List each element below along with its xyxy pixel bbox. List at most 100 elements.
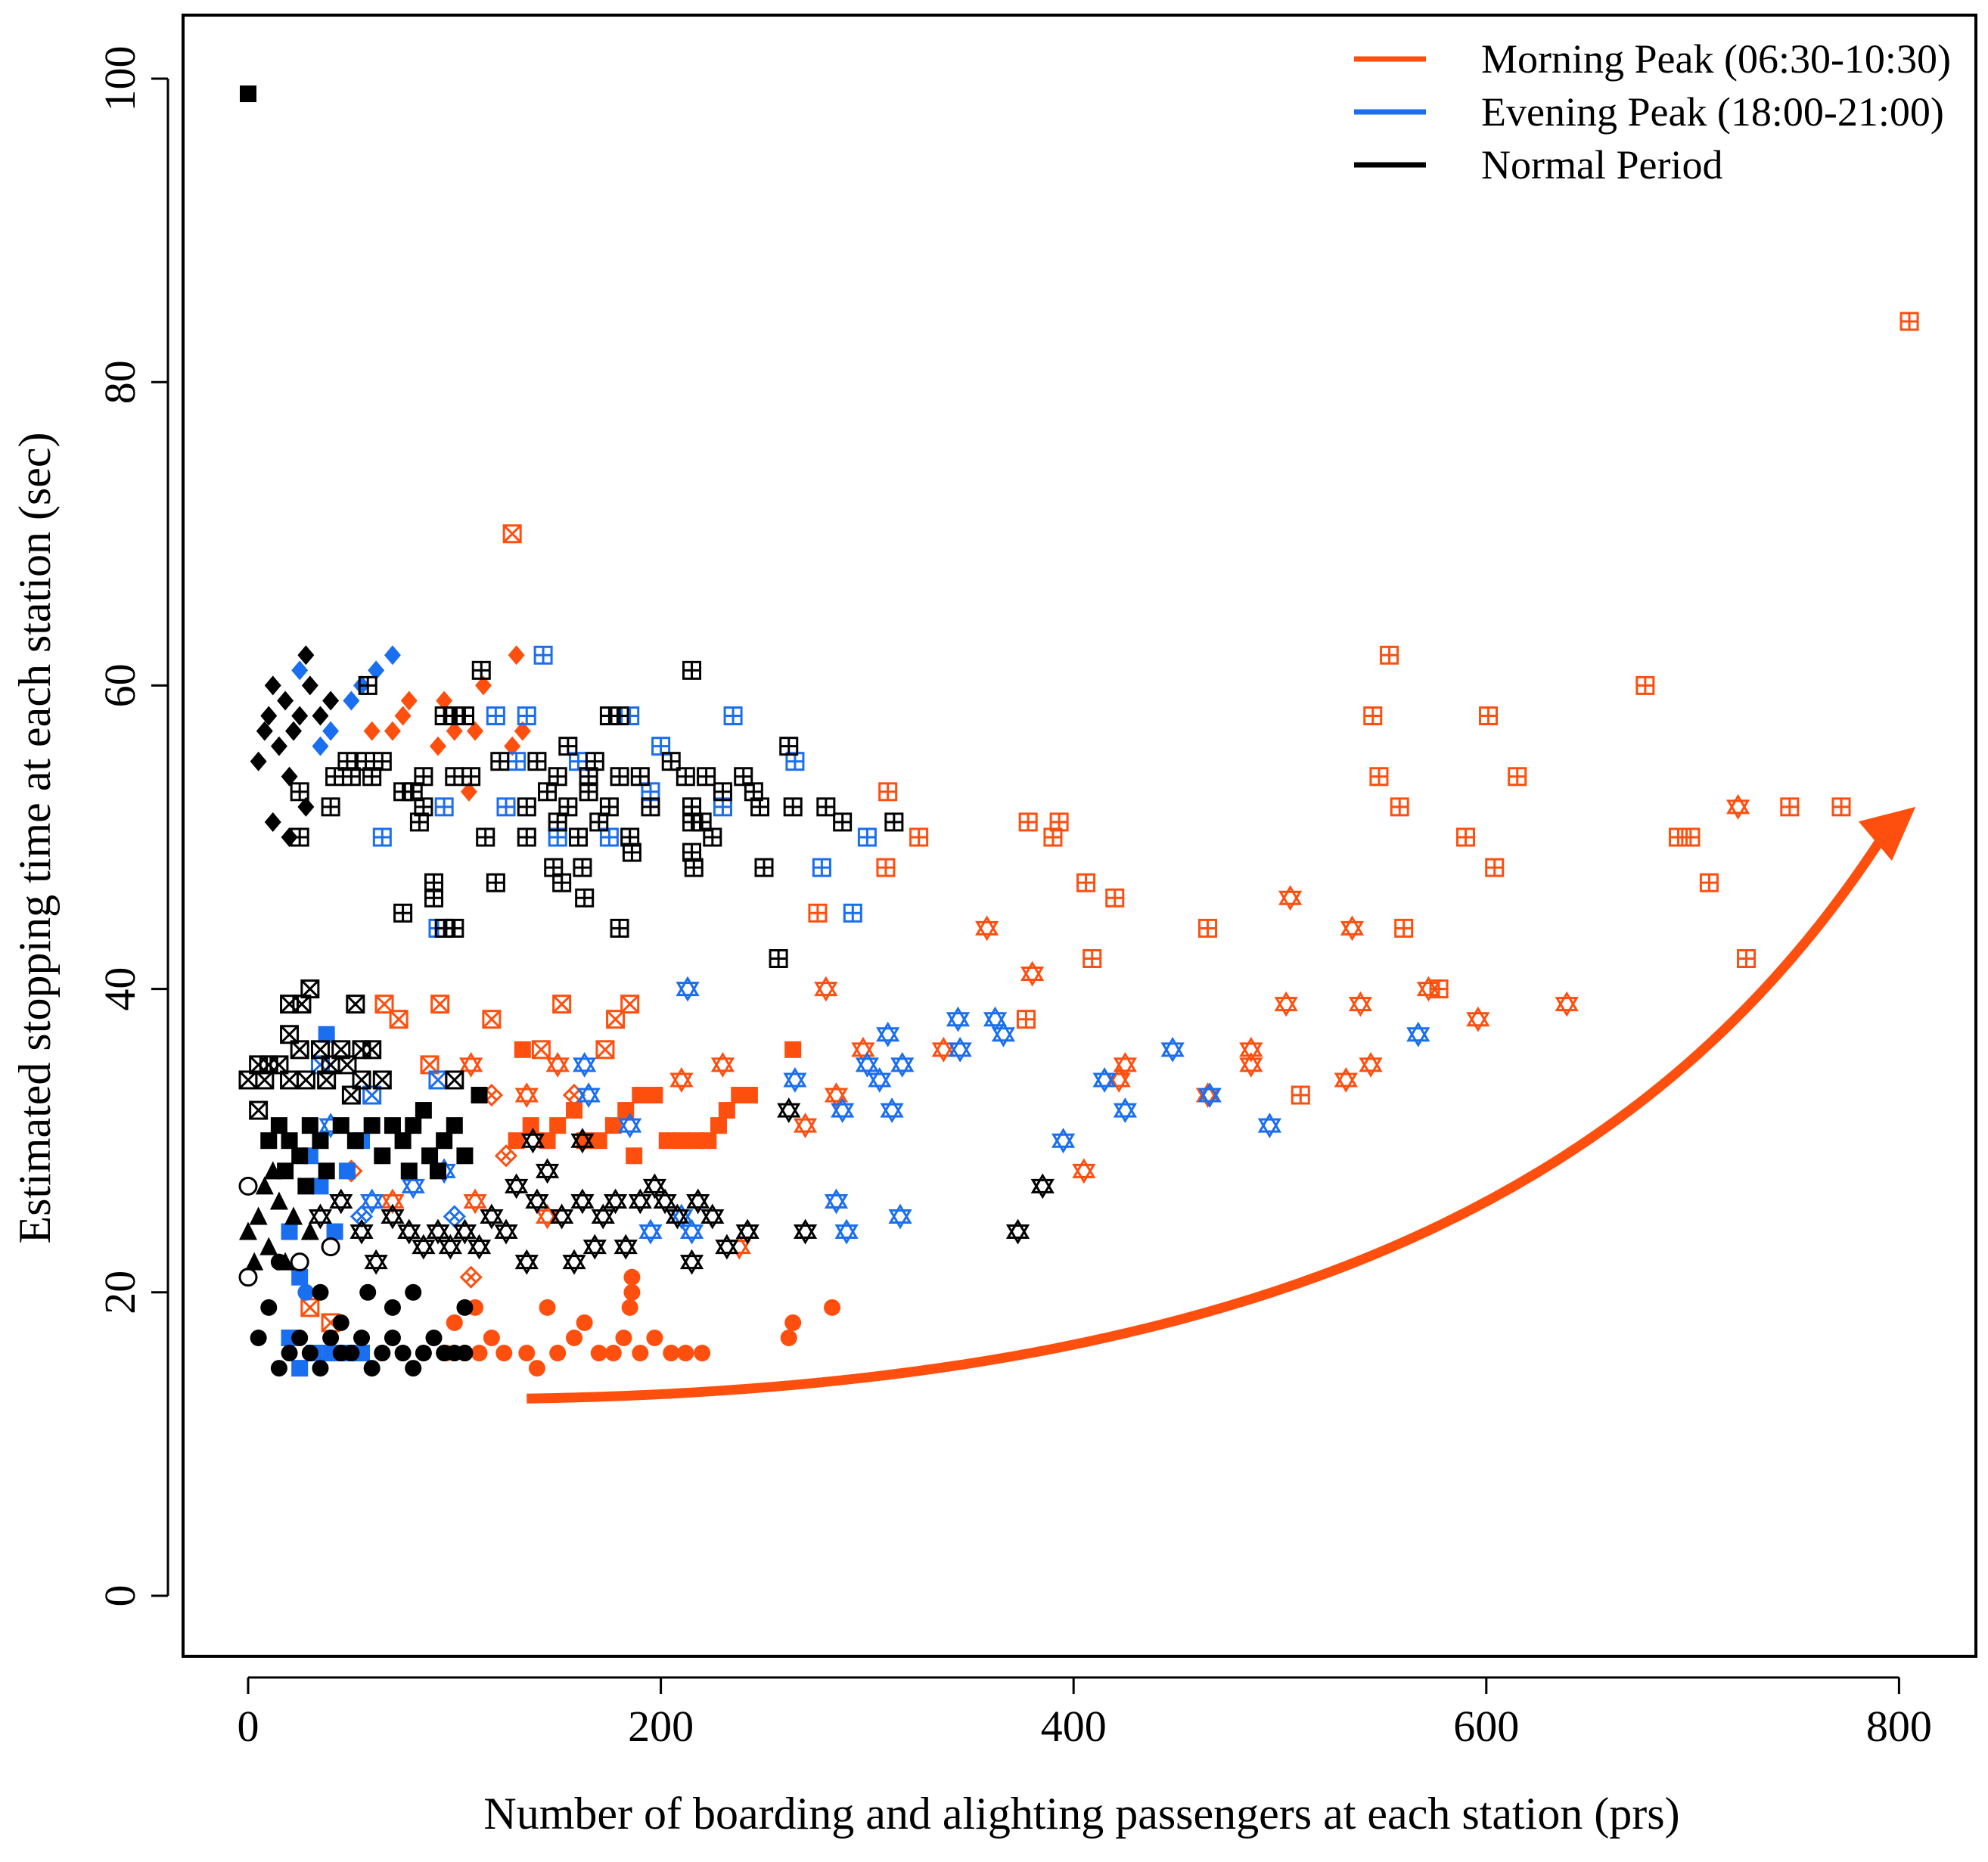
data-point-evening: [991, 1021, 1016, 1047]
data-point-morning: [814, 976, 838, 1002]
data-point-normal: [269, 1055, 289, 1075]
trend-arrow-head: [1858, 806, 1916, 861]
data-point-normal: [301, 675, 318, 696]
data-point-morning: [623, 1268, 641, 1286]
data-point-normal: [622, 843, 641, 862]
data-point-morning: [545, 1051, 570, 1078]
data-point-normal: [255, 1070, 275, 1090]
data-point-normal: [641, 797, 660, 817]
data-point-normal: [405, 1360, 422, 1377]
data-point-normal: [610, 767, 629, 787]
data-point-normal: [240, 85, 256, 103]
data-point-evening: [573, 1051, 597, 1078]
y-tick-label: 100: [95, 46, 144, 112]
data-point-evening: [291, 660, 309, 681]
data-point-evening: [322, 721, 340, 741]
data-point-evening: [291, 1360, 309, 1377]
data-point-normal: [255, 1176, 274, 1195]
data-point-normal: [665, 1203, 690, 1230]
data-point-normal: [362, 1040, 382, 1060]
data-point-normal: [628, 1188, 652, 1215]
data-point-evening: [983, 1006, 1008, 1032]
data-point-morning: [1726, 793, 1750, 820]
data-point-normal: [400, 1162, 418, 1180]
data-point-normal: [421, 1147, 439, 1165]
data-point-evening: [638, 1218, 663, 1245]
data-point-morning: [1239, 1051, 1263, 1078]
data-point-normal: [280, 1025, 300, 1044]
data-point-evening: [360, 1188, 384, 1215]
data-point-normal: [405, 1117, 422, 1134]
legend-label-morning: Morning Peak (06:30-10:30): [1481, 36, 1951, 82]
data-point-morning: [495, 1345, 513, 1362]
data-point-evening: [291, 1268, 309, 1286]
y-tick-label: 80: [95, 360, 144, 404]
data-point-morning: [1899, 312, 1919, 331]
data-point-evening: [785, 752, 805, 771]
data-point-morning: [1083, 948, 1102, 968]
data-point-normal: [456, 1147, 474, 1165]
data-point-normal: [412, 1234, 436, 1260]
data-point-normal: [322, 690, 340, 711]
data-point-normal: [548, 767, 567, 787]
data-point-morning: [436, 690, 453, 711]
data-point-normal: [599, 797, 619, 817]
x-axis: 0 200 400 600 800: [238, 1676, 1932, 1751]
data-point-morning: [576, 1314, 593, 1331]
data-point-morning: [1291, 1085, 1310, 1105]
data-point-evening: [507, 752, 527, 771]
data-point-normal: [297, 645, 315, 666]
data-point-normal: [517, 827, 536, 847]
data-point-morning: [694, 1345, 711, 1362]
data-point-normal: [290, 1040, 309, 1060]
data-point-normal: [312, 1132, 329, 1150]
x-tick-label: 0: [238, 1702, 259, 1751]
data-point-evening: [831, 1097, 855, 1124]
data-point-normal: [269, 1191, 288, 1210]
data-point-morning: [446, 721, 463, 741]
data-point-morning: [467, 721, 484, 741]
data-point-evening: [372, 827, 392, 847]
data-point-morning: [430, 995, 450, 1014]
data-point-morning: [1485, 858, 1505, 877]
data-point-morning: [531, 1040, 551, 1060]
data-point-normal: [461, 767, 481, 787]
data-point-normal: [281, 1132, 298, 1150]
data-point-evening: [1197, 1082, 1222, 1108]
data-point-evening: [676, 976, 700, 1002]
data-point-morning: [539, 1299, 556, 1316]
legend-label-evening: Evening Peak (18:00-21:00): [1481, 89, 1944, 135]
data-point-morning: [1363, 706, 1383, 726]
data-point-morning: [1049, 812, 1069, 832]
data-point-normal: [415, 1102, 432, 1119]
data-point-morning: [1340, 915, 1365, 942]
data-point-evening: [312, 1178, 329, 1195]
data-point-normal: [291, 1147, 309, 1165]
data-point-normal: [270, 1253, 287, 1271]
data-point-normal: [682, 843, 702, 862]
data-point-normal: [250, 751, 267, 771]
data-point-normal: [452, 1218, 477, 1245]
data-point-normal: [520, 1128, 545, 1154]
data-point-normal: [332, 1117, 349, 1134]
data-point-normal: [630, 767, 650, 787]
data-point-evening: [576, 1082, 601, 1108]
data-point-normal: [575, 888, 595, 908]
y-tick-label: 40: [95, 967, 144, 1011]
data-point-morning: [502, 524, 522, 544]
data-point-normal: [613, 1234, 638, 1260]
data-point-normal: [476, 827, 495, 847]
data-point-evening: [857, 827, 877, 847]
data-point-normal: [364, 1249, 388, 1275]
data-point-normal: [446, 1117, 463, 1134]
data-point-normal: [486, 873, 505, 892]
data-point-morning: [793, 1113, 818, 1139]
data-point-normal: [573, 858, 592, 877]
data-point-morning: [508, 1132, 525, 1150]
data-point-morning: [590, 1345, 607, 1362]
data-point-morning: [1369, 767, 1389, 787]
data-point-morning: [626, 1147, 643, 1165]
data-point-morning: [700, 1132, 717, 1150]
data-point-normal: [317, 1070, 337, 1090]
